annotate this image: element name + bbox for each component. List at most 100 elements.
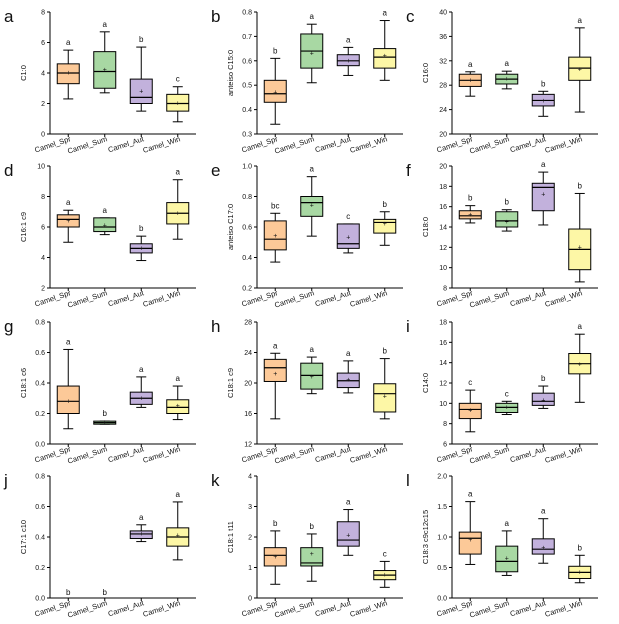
x-tick-label: Camel_Aut bbox=[509, 598, 548, 618]
significance-letter: a bbox=[103, 20, 108, 29]
box-Camel_Spr: +a bbox=[56, 198, 80, 243]
y-tick-label: 1.5 bbox=[437, 504, 447, 511]
x-tick-label: Camel_Win bbox=[544, 444, 584, 465]
y-tick-label: 28 bbox=[439, 83, 447, 90]
mean-marker: + bbox=[578, 66, 582, 73]
box-iqr bbox=[531, 182, 555, 212]
box-Camel_Spr: +b bbox=[263, 46, 287, 125]
box-Camel_Spr: +c bbox=[458, 378, 482, 433]
box-iqr bbox=[531, 392, 555, 406]
significance-letter: a bbox=[176, 490, 181, 499]
significance-letter: a bbox=[139, 365, 144, 374]
significance-letter: b bbox=[541, 374, 546, 383]
x-tick-label: Camel_Aut bbox=[314, 288, 353, 308]
box-iqr bbox=[495, 545, 519, 573]
panel-letter: b bbox=[211, 7, 220, 26]
mean-marker: + bbox=[273, 90, 277, 97]
panel-a: a C1:0 0 2 4 6 8 Camel_SprCamel_SumCamel_AutCam… bbox=[4, 7, 196, 156]
x-tick-label: Camel_Spr bbox=[435, 444, 474, 464]
y-axis-label: C14:0 bbox=[421, 373, 430, 393]
box-Camel_Spr: +a bbox=[56, 38, 80, 100]
mean-marker: + bbox=[505, 404, 509, 411]
x-tick-label: Camel_Win bbox=[349, 134, 389, 155]
y-tick-label: 1 bbox=[248, 565, 252, 572]
box-iqr bbox=[166, 399, 190, 414]
box-iqr bbox=[129, 530, 153, 540]
box-Camel_Sum: +a bbox=[300, 12, 324, 84]
y-tick-label: 18 bbox=[439, 184, 447, 191]
significance-letter: a bbox=[468, 60, 473, 69]
y-axis-label: C18:0 bbox=[421, 217, 430, 237]
y-tick-label: 0.4 bbox=[35, 381, 45, 388]
mean-marker: + bbox=[176, 403, 180, 410]
y-axis-label: C16:1 c9 bbox=[19, 212, 28, 242]
box-iqr bbox=[458, 402, 482, 420]
y-tick-label: 0.2 bbox=[35, 565, 45, 572]
mean-marker: + bbox=[176, 101, 180, 108]
mean-marker: + bbox=[383, 572, 387, 579]
panel-letter: e bbox=[211, 161, 220, 180]
y-tick-label: 0 bbox=[248, 596, 252, 603]
mean-marker: + bbox=[310, 203, 314, 210]
panel-letter: j bbox=[3, 471, 8, 490]
y-tick-label: 0.4 bbox=[35, 535, 45, 542]
x-tick-label: Camel_Sum bbox=[273, 444, 315, 465]
significance-letter: a bbox=[505, 519, 510, 528]
y-tick-label: 4 bbox=[41, 71, 45, 78]
box-Camel_Win: +a bbox=[166, 168, 190, 240]
y-tick-label: 10 bbox=[439, 265, 447, 272]
x-tick-label: Camel_Sum bbox=[66, 134, 108, 155]
mean-marker: + bbox=[176, 210, 180, 217]
box-Camel_Sum: +a bbox=[300, 345, 324, 395]
significance-letter: a bbox=[103, 206, 108, 215]
significance-letter: c bbox=[468, 378, 472, 387]
mean-marker: + bbox=[541, 191, 545, 198]
significance-letter: a bbox=[578, 16, 583, 25]
box-iqr bbox=[56, 214, 80, 228]
x-tick-label: Camel_Win bbox=[349, 598, 389, 619]
mean-marker: + bbox=[505, 76, 509, 83]
box-Camel_Aut: +a bbox=[531, 160, 555, 226]
y-axis-label: C17:1 c10 bbox=[19, 520, 28, 554]
box-Camel_Win: +a bbox=[166, 490, 190, 561]
y-tick-label: 8 bbox=[443, 421, 447, 428]
box-iqr bbox=[458, 210, 482, 220]
mean-marker: + bbox=[66, 218, 70, 225]
mean-marker: + bbox=[176, 532, 180, 539]
significance-letter: b bbox=[103, 588, 108, 597]
box-Camel_Aut: +b bbox=[129, 35, 153, 112]
box-Camel_Sum: +a bbox=[495, 519, 519, 576]
significance-letter: a bbox=[468, 490, 473, 499]
mean-marker: + bbox=[578, 569, 582, 576]
box-Camel_Aut: +b bbox=[129, 224, 153, 262]
y-tick-label: 20 bbox=[244, 381, 252, 388]
y-tick-label: 0.0 bbox=[437, 596, 447, 603]
box-Camel_Win: +b bbox=[568, 181, 592, 283]
significance-letter: b bbox=[103, 409, 108, 418]
y-tick-label: 0 bbox=[41, 132, 45, 139]
y-axis-label: anteiso C15:0 bbox=[226, 50, 235, 96]
mean-marker: + bbox=[273, 371, 277, 378]
panel-letter: l bbox=[406, 471, 410, 490]
box-iqr bbox=[93, 51, 117, 89]
box-Camel_Aut: +a bbox=[336, 35, 360, 76]
box-iqr bbox=[300, 362, 324, 390]
box-iqr bbox=[93, 217, 117, 233]
mean-marker: + bbox=[103, 420, 107, 427]
box-Camel_Win: +b bbox=[373, 200, 397, 246]
panel-c: cC16:0202428323640Camel_SprCamel_SumCame… bbox=[406, 7, 598, 156]
box-Camel_Spr: +b bbox=[263, 519, 287, 585]
box-Camel_Aut: +b bbox=[531, 79, 555, 117]
box-Camel_Aut: +c bbox=[336, 212, 360, 254]
box-Camel_Spr: +a bbox=[458, 60, 482, 97]
significance-letter: a bbox=[176, 168, 181, 177]
y-tick-label: 0.7 bbox=[242, 34, 252, 41]
mean-marker: + bbox=[505, 555, 509, 562]
panel-letter: c bbox=[406, 7, 415, 26]
y-tick-label: 14 bbox=[439, 360, 447, 367]
panel-k: k C18:1 t11 0 1 2 3 4 Camel_SprCamel_SumCamel_A… bbox=[211, 471, 403, 620]
y-tick-label: 2 bbox=[41, 101, 45, 108]
